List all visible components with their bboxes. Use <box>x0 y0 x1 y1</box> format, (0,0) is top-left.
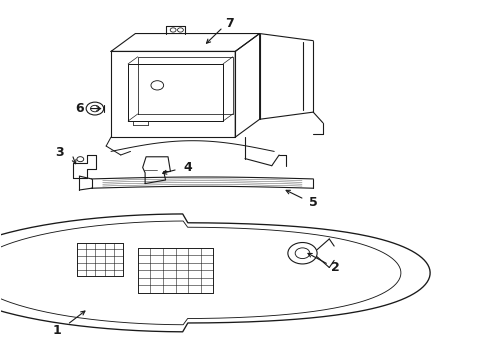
Text: 4: 4 <box>183 161 192 174</box>
Bar <box>138 248 213 293</box>
Text: 2: 2 <box>331 261 340 274</box>
Text: 1: 1 <box>53 324 62 337</box>
Text: 3: 3 <box>55 146 64 159</box>
Bar <box>77 243 123 276</box>
Text: 7: 7 <box>225 17 234 30</box>
Text: 5: 5 <box>309 195 318 209</box>
Text: 6: 6 <box>75 102 84 115</box>
